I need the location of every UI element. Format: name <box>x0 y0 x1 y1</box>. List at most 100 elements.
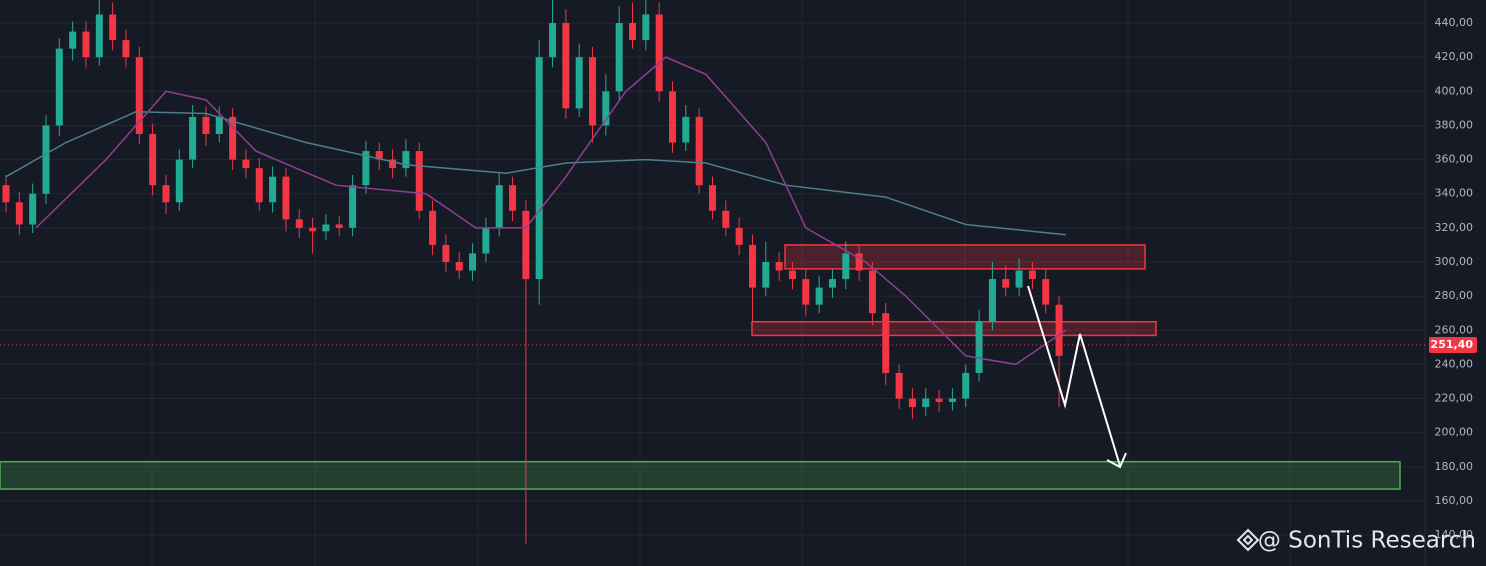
candle-body <box>1002 279 1010 288</box>
candle-body <box>762 262 770 288</box>
projection-arrow <box>1027 285 1127 469</box>
candle-body <box>802 279 810 305</box>
watermark: @ SonTis Research <box>1258 528 1476 554</box>
candle-body <box>908 398 916 408</box>
candle-body <box>269 176 277 203</box>
candle-body <box>335 224 343 228</box>
candle-body <box>602 91 610 126</box>
candle-body <box>415 151 423 211</box>
candle-body <box>202 116 210 134</box>
candle-body <box>855 253 863 271</box>
candle-body <box>69 31 77 49</box>
y-tick-label: 240,00 <box>1435 357 1474 370</box>
candle-body <box>495 185 503 228</box>
candle-body <box>55 48 63 126</box>
y-tick-label: 260,00 <box>1435 323 1474 336</box>
candle-body <box>362 151 370 186</box>
moving-average <box>35 56 1067 366</box>
candle-body <box>868 270 876 314</box>
candle-body <box>322 224 330 232</box>
zone <box>751 320 1157 337</box>
y-tick-label: 400,00 <box>1435 84 1474 97</box>
y-tick-label: 280,00 <box>1435 289 1474 302</box>
last-price-label: 251,40 <box>1431 338 1474 351</box>
candle-body <box>815 287 823 305</box>
candle-body <box>988 279 996 322</box>
candle-body <box>629 23 637 41</box>
candle-body <box>722 210 730 228</box>
candle-body <box>562 23 570 109</box>
candle-body <box>922 398 930 408</box>
candle-body <box>135 57 143 134</box>
candle-body <box>615 23 623 92</box>
candle-body <box>455 262 463 271</box>
candle-body <box>975 321 983 373</box>
candle-body <box>549 23 557 58</box>
y-tick-label: 360,00 <box>1435 153 1474 166</box>
candle-body <box>509 185 517 211</box>
candle-body <box>469 253 477 271</box>
candle-body <box>242 159 250 169</box>
candle-body <box>189 116 197 160</box>
y-tick-label: 300,00 <box>1435 255 1474 268</box>
candle-body <box>282 176 290 220</box>
candle-body <box>655 14 663 92</box>
y-tick-label: 220,00 <box>1435 392 1474 405</box>
candle-body <box>748 244 756 288</box>
candle-body <box>42 125 50 194</box>
candle-body <box>402 151 410 169</box>
candle-body <box>255 168 263 203</box>
y-tick-label: 140,00 <box>1435 528 1474 541</box>
y-tick-label: 420,00 <box>1435 50 1474 63</box>
candle-body <box>229 116 237 160</box>
candle-body <box>1055 304 1063 356</box>
candle-body <box>708 185 716 211</box>
candle-body <box>162 185 170 203</box>
candle-body <box>429 210 437 245</box>
candle-body <box>842 253 850 280</box>
last-price-tag <box>1429 336 1477 353</box>
candle-body <box>29 193 37 225</box>
candle-body <box>82 31 90 58</box>
candle-body <box>828 279 836 288</box>
candle-body <box>589 57 597 126</box>
candle-body <box>1028 270 1036 280</box>
zone <box>0 460 1401 490</box>
y-tick-label: 160,00 <box>1435 494 1474 507</box>
candle-body <box>522 210 530 280</box>
y-tick-label: 320,00 <box>1435 221 1474 234</box>
candle-body <box>695 116 703 186</box>
candle-body <box>882 313 890 373</box>
y-tick-label: 180,00 <box>1435 460 1474 473</box>
candle-body <box>775 262 783 271</box>
candle-body <box>349 185 357 228</box>
candle-body <box>109 14 117 41</box>
watermark-logo <box>1236 528 1260 552</box>
candle-body <box>295 219 303 228</box>
candle-body <box>122 40 130 58</box>
candle-body <box>175 159 183 203</box>
candle-body <box>389 159 397 169</box>
candle-body <box>149 133 157 186</box>
candle-body <box>669 91 676 143</box>
candle-body <box>962 372 970 399</box>
y-tick-label: 380,00 <box>1435 118 1474 131</box>
candle-body <box>575 57 583 109</box>
candle-body <box>1042 279 1050 305</box>
vertical-grid <box>151 0 1291 566</box>
candle-body <box>215 116 223 134</box>
candle-body <box>935 398 943 402</box>
candle-body <box>682 116 690 143</box>
candle-body <box>442 244 450 263</box>
candle-body <box>1015 270 1023 288</box>
candle-body <box>948 398 956 402</box>
candle-body <box>2 185 10 203</box>
candle-body <box>309 227 317 232</box>
candle-body <box>15 202 23 225</box>
y-tick-label: 200,00 <box>1435 426 1474 439</box>
plot <box>0 0 1425 544</box>
candle-body <box>895 372 903 399</box>
zone <box>784 244 1146 270</box>
y-tick-label: 340,00 <box>1435 187 1474 200</box>
